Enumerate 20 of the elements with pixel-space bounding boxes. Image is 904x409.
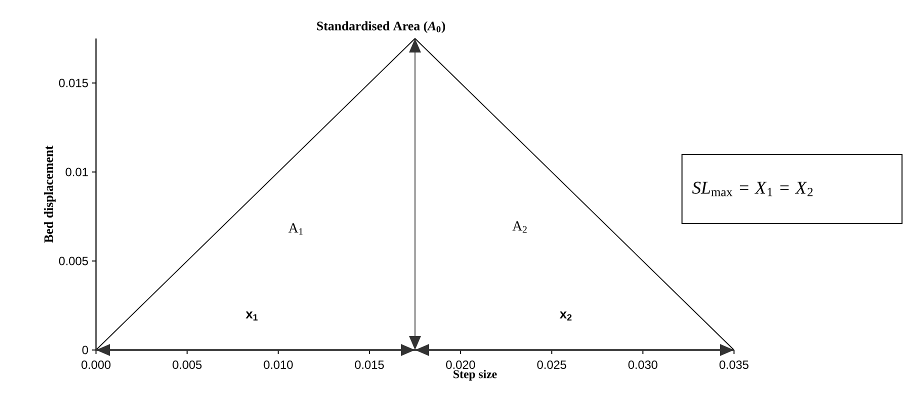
x-tick-label: 0.005: [172, 360, 202, 369]
y-tick-label: 0.015: [59, 78, 88, 88]
x-tick-label: 0.025: [537, 360, 566, 369]
x-tick-label: 0.035: [720, 360, 748, 369]
chart-title: Standardised Area (A$_{0}$): [317, 21, 446, 33]
annotation: A$_{1}$: [288, 223, 303, 235]
x-tick-label: 0.010: [264, 360, 293, 369]
annotation: SL$_{max}$ = X$_{1}$ = X$_{2}$: [692, 182, 813, 196]
annotation: A$_{2}$: [512, 221, 527, 233]
y-tick-label: 0.01: [66, 168, 88, 176]
annotation: x$_{2}$: [560, 311, 572, 321]
y-axis-title: Bed displacement: [44, 146, 56, 243]
x-tick-label: 0.015: [354, 360, 384, 369]
x-axis-title: Step size: [454, 370, 497, 381]
x-tick-label: 0.030: [628, 360, 658, 369]
x-tick-label: 0.000: [82, 360, 110, 369]
y-tick-label: 0.005: [59, 256, 88, 266]
y-tick-label: 0: [82, 346, 88, 354]
annotation: x$_{1}$: [246, 312, 258, 320]
x-tick-label: 0.020: [446, 360, 476, 369]
